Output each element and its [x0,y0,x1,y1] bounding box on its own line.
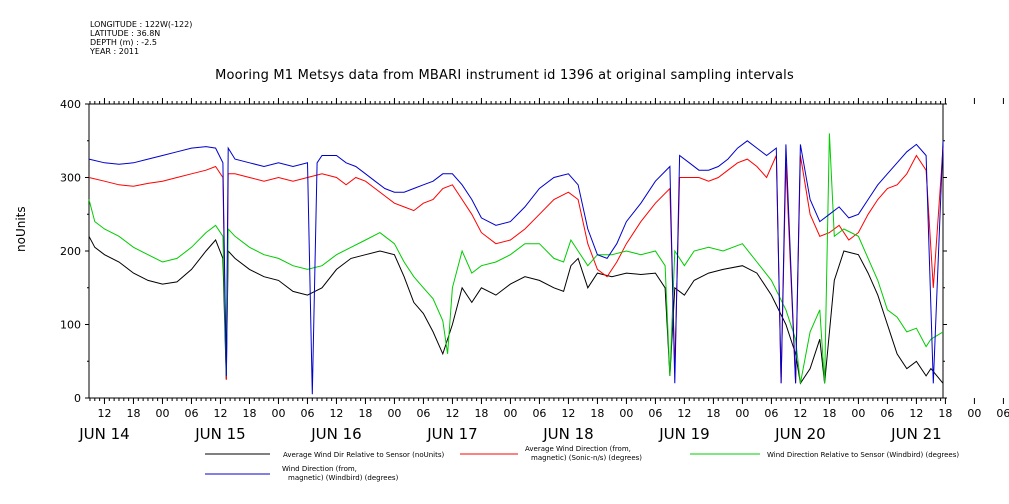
x-day-label: JUN 16 [310,425,361,443]
x-tick-label: 12 [793,407,807,420]
axis-layer: 0 100 200 300 400 12 18 00 06 12 18 00 06 12 18 00 06 12 1… [60,98,1009,443]
legend-label-3: Wind Direction (from, magnetic) (Windbird… [282,465,399,482]
x-day-label: JUN 21 [890,425,941,443]
x-day-label: JUN 18 [542,425,593,443]
x-tick-label: 00 [967,407,981,420]
y-tick-label: 100 [60,319,81,332]
x-tick-label: 12 [445,407,459,420]
x-tick-label: 12 [97,407,111,420]
y-tick-label: 0 [74,392,81,405]
x-day-label: JUN 19 [658,425,709,443]
series-line-3 [88,140,944,395]
x-tick-label: 06 [184,407,198,420]
x-tick-label: 00 [271,407,285,420]
x-tick-label: 18 [822,407,836,420]
legend-label-2: Wind Direction Relative to Sensor (Windb… [767,451,959,459]
x-day-label: JUN 17 [426,425,477,443]
x-tick-label: 06 [416,407,430,420]
chart-title: Mooring M1 Metsys data from MBARI instru… [215,68,794,83]
x-tick-label: 18 [126,407,140,420]
x-tick-label: 00 [387,407,401,420]
x-tick-label: 12 [909,407,923,420]
x-tick-label: 12 [213,407,227,420]
metadata-block: LONGITUDE : 122W(-122) LATITUDE : 36.8N … [90,20,192,56]
x-tick-label: 06 [880,407,894,420]
y-tick-label: 200 [60,245,81,258]
x-tick-label: 00 [735,407,749,420]
meta-year: YEAR : 2011 [90,47,140,56]
x-tick-label: 12 [329,407,343,420]
x-tick-label: 18 [358,407,372,420]
x-tick-label: 00 [155,407,169,420]
series-line-0 [88,236,944,385]
x-tick-label: 00 [851,407,865,420]
meta-longitude: LONGITUDE : 122W(-122) [90,20,193,29]
meta-latitude: LATITUDE : 36.8N [90,29,161,38]
legend: Average Wind Dir Relative to Sensor (noU… [205,445,959,482]
legend-label-1: Average Wind Direction (from, magnetic) (… [525,445,642,462]
x-tick-label: 18 [706,407,720,420]
series-layer [88,133,944,395]
x-tick-label: 12 [561,407,575,420]
x-tick-label: 06 [996,407,1009,420]
y-tick-label: 300 [60,172,81,185]
x-tick-label: 18 [242,407,256,420]
x-tick-label: 00 [503,407,517,420]
x-tick-label: 06 [764,407,778,420]
x-day-label: JUN 15 [194,425,245,443]
x-tick-label: 18 [938,407,952,420]
series-line-1 [88,148,944,384]
x-day-label: JUN 20 [774,425,825,443]
x-tick-label: 12 [677,407,691,420]
y-tick-label: 400 [60,98,81,111]
x-tick-label: 18 [474,407,488,420]
x-tick-label: 06 [532,407,546,420]
x-tick-label: 18 [590,407,604,420]
meta-depth: DEPTH (m) : -2.5 [90,38,157,47]
x-tick-label: 06 [648,407,662,420]
x-day-label: JUN 14 [78,425,129,443]
series-line-2 [88,133,944,384]
x-tick-label: 00 [619,407,633,420]
x-tick-label: 06 [300,407,314,420]
legend-label-0: Average Wind Dir Relative to Sensor (noU… [283,451,444,459]
